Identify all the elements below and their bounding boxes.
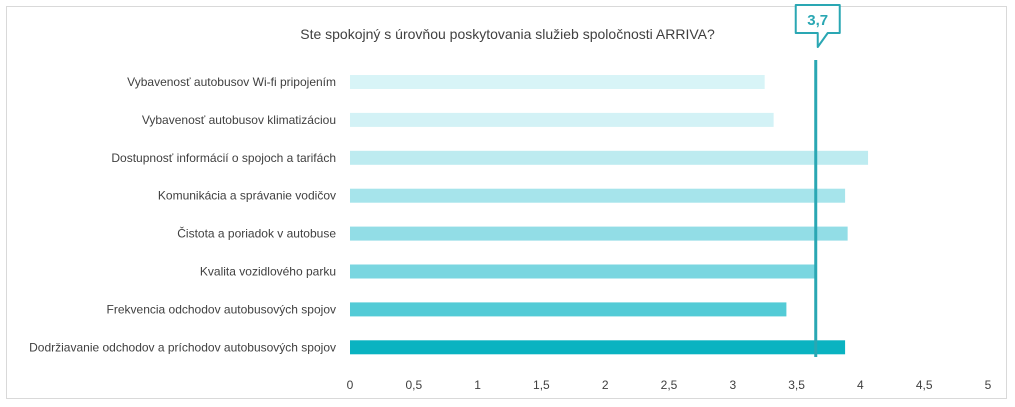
x-tick-label: 2,5	[661, 378, 678, 392]
bar	[350, 264, 818, 279]
bar	[350, 302, 787, 317]
category-label: Dodržiavanie odchodov a príchodov autobu…	[29, 340, 336, 354]
category-label: Vybavenosť autobusov Wi-fi pripojením	[127, 75, 336, 89]
x-tick-label: 3,5	[788, 378, 805, 392]
bar	[350, 112, 774, 127]
bar	[350, 75, 765, 89]
bar	[350, 340, 846, 355]
x-tick-label: 5	[985, 378, 992, 392]
bar	[350, 188, 846, 203]
category-label: Vybavenosť autobusov klimatizáciou	[142, 113, 336, 127]
x-tick-label: 0	[347, 378, 354, 392]
x-tick-label: 1,5	[533, 378, 550, 392]
x-tick-label: 1	[474, 378, 481, 392]
chart-title: Ste spokojný s úrovňou poskytovania služ…	[300, 26, 715, 42]
bar	[350, 150, 869, 165]
category-label: Komunikácia a správanie vodičov	[158, 189, 336, 203]
x-tick-label: 3	[729, 378, 736, 392]
category-label: Kvalita vozidlového parku	[200, 265, 336, 279]
bar	[350, 226, 848, 241]
x-tick-label: 4,5	[916, 378, 933, 392]
x-tick-label: 4	[857, 378, 864, 392]
category-label: Dostupnosť informácií o spojoch a tarifá…	[111, 151, 336, 165]
average-callout-box	[794, 4, 841, 48]
x-tick-label: 2	[602, 378, 609, 392]
average-callout-label: 3,7	[807, 12, 828, 29]
category-label: Frekvencia odchodov autobusových spojov	[107, 302, 336, 316]
x-tick-label: 0,5	[405, 378, 422, 392]
category-label: Čistota a poriadok v autobuse	[177, 226, 336, 241]
